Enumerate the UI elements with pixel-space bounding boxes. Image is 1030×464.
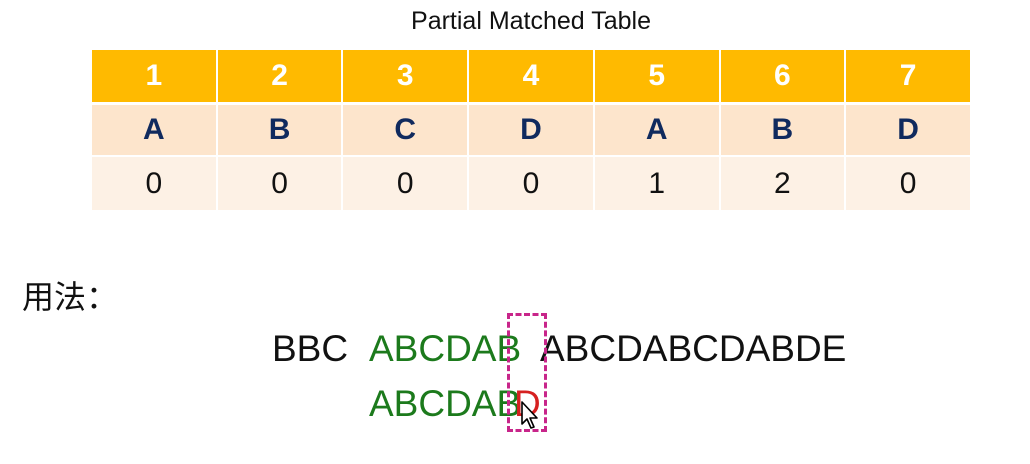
table-title: Partial Matched Table xyxy=(411,7,651,35)
char-cell: B xyxy=(718,103,847,157)
position-cell: 4 xyxy=(467,50,595,105)
position-cell: 1 xyxy=(90,50,218,105)
char-cell: D xyxy=(844,103,972,157)
partial-match-table: 1 2 3 4 5 6 7 A B C D A B D 0 0 0 0 1 2 … xyxy=(90,50,972,210)
table-header-row: 1 2 3 4 5 6 7 xyxy=(90,50,972,105)
table-row-values: 0 0 0 0 1 2 0 xyxy=(90,156,972,210)
char-cell: B xyxy=(215,103,344,157)
text-rest: ABCDABCDABDE xyxy=(540,328,847,369)
value-cell: 0 xyxy=(844,156,972,210)
text-prefix: BBC xyxy=(272,328,349,369)
position-cell: 3 xyxy=(341,50,470,105)
value-cell: 0 xyxy=(215,156,344,210)
char-cell: C xyxy=(341,103,470,157)
position-cell: 2 xyxy=(215,50,344,105)
table-row-chars: A B C D A B D xyxy=(90,103,972,157)
mismatch-highlight-box xyxy=(507,313,547,432)
text-matched: ABCDAB xyxy=(369,328,522,369)
char-cell: A xyxy=(592,103,721,157)
value-cell: 2 xyxy=(718,156,847,210)
value-cell: 0 xyxy=(90,156,218,210)
value-cell: 1 xyxy=(592,156,721,210)
usage-label: 用法： xyxy=(22,278,119,316)
pattern-matched: ABCDAB xyxy=(369,383,522,424)
position-cell: 7 xyxy=(844,50,972,105)
position-cell: 5 xyxy=(592,50,721,105)
char-cell: A xyxy=(90,103,218,157)
value-cell: 0 xyxy=(341,156,470,210)
value-cell: 0 xyxy=(467,156,595,210)
char-cell: D xyxy=(467,103,595,157)
mouse-pointer-icon xyxy=(521,401,538,429)
position-cell: 6 xyxy=(718,50,847,105)
